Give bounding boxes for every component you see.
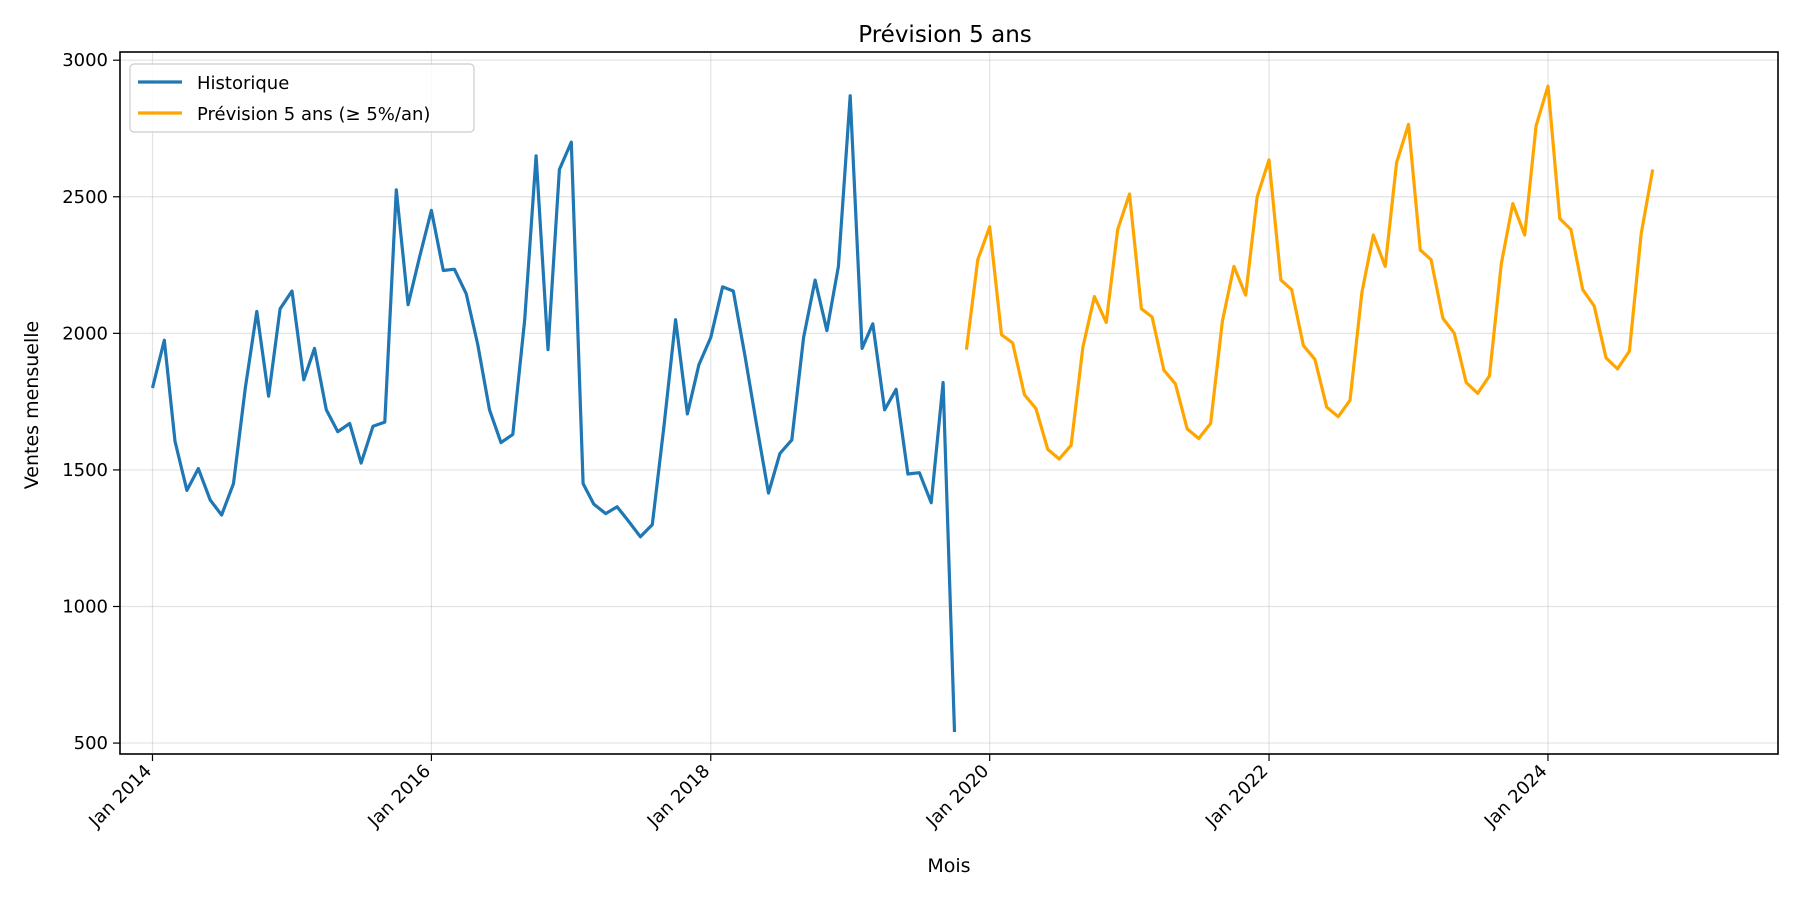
y-axis: 500 1000 1500 2000 2500 3000 xyxy=(62,50,120,754)
chart-title: Prévision 5 ans xyxy=(858,22,1032,48)
series-line-historique xyxy=(150,94,957,733)
series-line-prevision xyxy=(964,84,1655,461)
y-tick-label: 3000 xyxy=(62,50,108,71)
y-tick-label: 500 xyxy=(74,733,108,754)
y-tick-label: 1000 xyxy=(62,596,108,617)
plot-series xyxy=(150,84,1655,733)
legend-label-prevision: Prévision 5 ans (≥ 5%/an) xyxy=(197,104,430,125)
y-tick-label: 2500 xyxy=(62,187,108,208)
y-tick-label: 1500 xyxy=(62,460,108,481)
plot-frame xyxy=(119,51,1779,755)
y-axis-label: Ventes mensuelle xyxy=(21,321,43,489)
y-tick-label: 2000 xyxy=(62,323,108,344)
legend: Historique Prévision 5 ans (≥ 5%/an) xyxy=(129,63,475,133)
legend-label-historique: Historique xyxy=(197,73,289,94)
legend-box xyxy=(129,63,475,133)
x-axis-label: Mois xyxy=(927,855,970,877)
